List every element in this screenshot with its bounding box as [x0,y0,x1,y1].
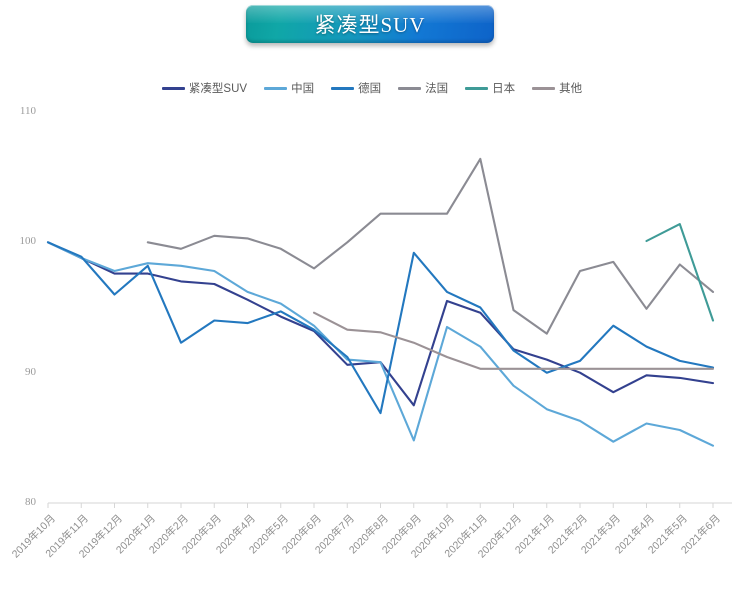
legend-label: 日本 [492,83,516,95]
series-line-2 [46,241,715,415]
legend-label: 紧凑型SUV [188,83,248,95]
plot-area: 110 100 90 80 2019年10月 2019年11月 2019年12月 2020年… [10,105,732,561]
legend-swatch-icon [532,86,556,90]
legend-label: 德国 [358,83,382,95]
chart-title-banner: 紧凑型SUV [246,5,494,43]
legend-item-4[interactable]: 日本 [465,80,515,96]
chart-legend: 紧凑型SUV 中国 德国 法国 日本 其他 [0,80,744,96]
legend-label: 其他 [559,83,583,95]
legend-item-3[interactable]: 法国 [398,80,448,96]
legend-label: 法国 [425,83,449,95]
legend-swatch-icon [161,86,185,90]
series-line-3 [146,157,715,335]
chart-container: 紧凑型SUV 紧凑型SUV 中国 德国 法国 日本 其他 110 100 90 80 2019年… [0,5,744,561]
legend-swatch-icon [398,86,422,90]
page-title: 紧凑型SUV [314,13,426,37]
legend-item-5[interactable]: 其他 [532,80,582,96]
legend-item-1[interactable]: 中国 [264,80,314,96]
y-axis-tick-label: 80 [25,496,36,508]
y-axis-tick-label: 90 [25,365,36,378]
series-line-4 [645,223,715,322]
legend-item-2[interactable]: 德国 [331,80,381,96]
y-axis-tick-label: 100 [19,235,37,248]
y-axis-tick-label: 110 [19,105,36,117]
legend-swatch-icon [264,86,288,90]
line-chart-svg [46,157,732,508]
series-line-5 [312,311,715,370]
legend-swatch-icon [331,86,355,90]
legend-label: 中国 [291,83,315,95]
legend-swatch-icon [465,86,489,90]
series-line-1 [46,241,715,447]
legend-item-0[interactable]: 紧凑型SUV [161,80,248,96]
